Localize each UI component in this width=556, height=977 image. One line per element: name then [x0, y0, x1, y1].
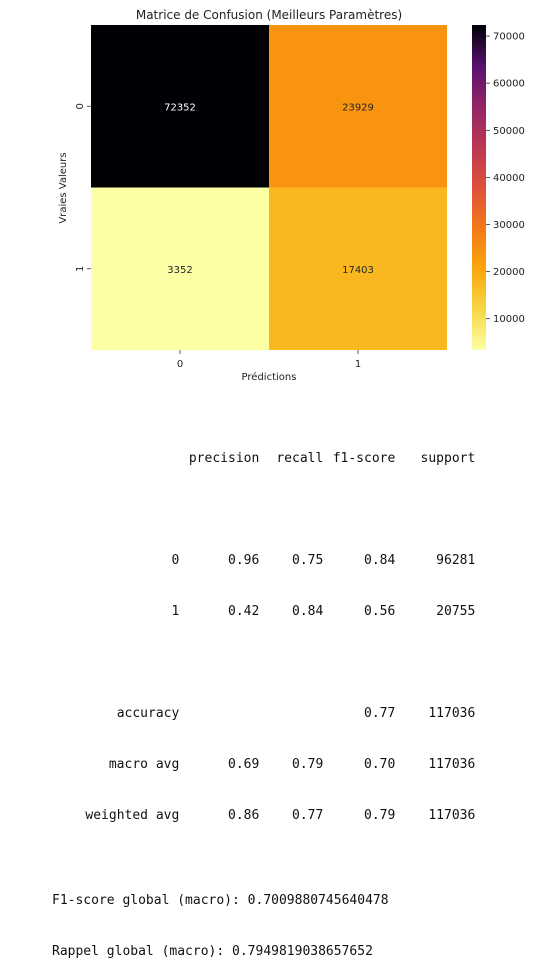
- report-row-class-1: 1 0.42 0.84 0.56 20755: [52, 586, 475, 603]
- header-support: support: [395, 450, 475, 467]
- report-header-row: precision recall f1-score support: [52, 433, 475, 450]
- colorbar: [472, 25, 486, 350]
- row-recall: 0.77: [259, 807, 323, 824]
- row-support: 117036: [395, 756, 475, 773]
- row-f1: 0.84: [323, 552, 395, 569]
- y-axis-label: Vraies Valeurs: [58, 152, 69, 223]
- report-row-accuracy: accuracy 0.77 117036: [52, 688, 475, 705]
- colorbar-tick-label: 60000: [493, 79, 525, 90]
- colorbar-tick-label: 10000: [493, 314, 525, 325]
- header-recall: recall: [259, 450, 323, 467]
- row-f1: 0.79: [323, 807, 395, 824]
- row-precision: 0.86: [179, 807, 259, 824]
- confusion-matrix-figure: Matrice de Confusion (Meilleurs Paramètr…: [0, 0, 556, 386]
- row-support: 20755: [395, 603, 475, 620]
- colorbar-tick-label: 50000: [493, 126, 525, 137]
- colorbar-tick-label: 30000: [493, 220, 525, 231]
- cell-value-label: 17403: [342, 265, 374, 276]
- row-support: 117036: [395, 807, 475, 824]
- f1-global-line: F1-score global (macro): 0.7009880745640…: [52, 892, 475, 909]
- row-label: macro avg: [83, 756, 179, 773]
- header-f1-score: f1-score: [323, 450, 395, 467]
- classification-report: precision recall f1-score support 0 0.96 0.75…: [52, 399, 475, 977]
- row-recall: 0.79: [259, 756, 323, 773]
- row-label: weighted avg: [83, 807, 179, 824]
- y-axis-ticks: 01: [75, 103, 91, 272]
- y-tick-label: 1: [75, 266, 86, 272]
- colorbar-tick-label: 40000: [493, 173, 525, 184]
- cell-value-label: 72352: [164, 102, 196, 113]
- row-support: 117036: [395, 705, 475, 722]
- x-tick-label: 1: [355, 359, 361, 370]
- row-label: 1: [83, 603, 179, 620]
- cell-value-label: 3352: [167, 265, 192, 276]
- y-tick-label: 0: [75, 103, 86, 109]
- header-precision: precision: [179, 450, 259, 467]
- report-row-weighted-avg: weighted avg 0.86 0.77 0.79 117036: [52, 790, 475, 807]
- row-recall: 0.75: [259, 552, 323, 569]
- row-f1: 0.77: [323, 705, 395, 722]
- heatmap-cells: 72352 23929 3352 17403: [91, 25, 447, 350]
- row-precision: 0.69: [179, 756, 259, 773]
- report-row-macro-avg: macro avg 0.69 0.79 0.70 117036: [52, 739, 475, 756]
- row-f1: 0.56: [323, 603, 395, 620]
- row-precision: 0.42: [179, 603, 259, 620]
- colorbar-ticks: 10000 20000 30000 40000 50000 60000 70000: [486, 32, 525, 326]
- row-f1: 0.70: [323, 756, 395, 773]
- cell-value-label: 23929: [342, 102, 374, 113]
- colorbar-tick-label: 20000: [493, 267, 525, 278]
- row-label: accuracy: [83, 705, 179, 722]
- x-tick-label: 0: [177, 359, 183, 370]
- row-precision: 0.96: [179, 552, 259, 569]
- row-support: 96281: [395, 552, 475, 569]
- recall-global-line: Rappel global (macro): 0.794981903865765…: [52, 943, 475, 960]
- row-label: 0: [83, 552, 179, 569]
- row-recall: 0.84: [259, 603, 323, 620]
- report-row-class-0: 0 0.96 0.75 0.84 96281: [52, 535, 475, 552]
- x-axis-label: Prédictions: [242, 371, 297, 383]
- chart-title: Matrice de Confusion (Meilleurs Paramètr…: [136, 8, 402, 22]
- colorbar-tick-label: 70000: [493, 32, 525, 43]
